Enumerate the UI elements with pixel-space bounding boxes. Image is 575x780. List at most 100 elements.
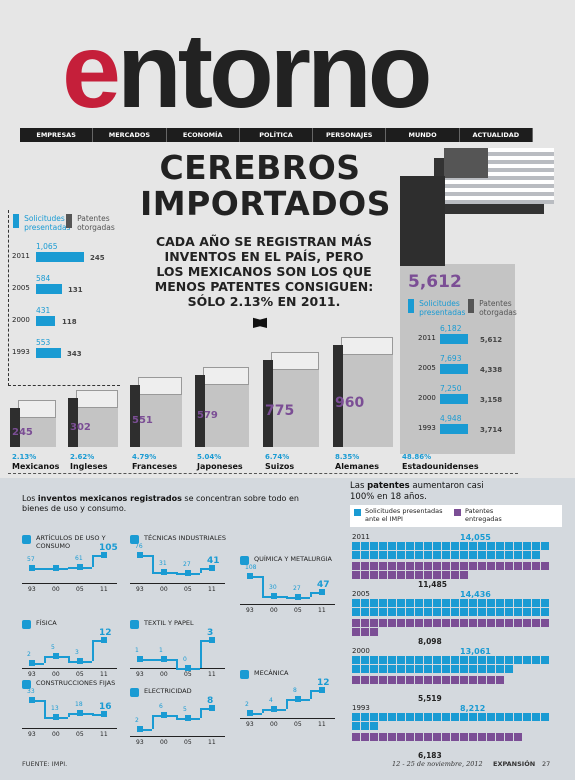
sector-title: ELECTRICIDAD xyxy=(144,687,192,695)
flag-icon xyxy=(341,337,393,355)
sector-title: TÉCNICAS INDUSTRIALES xyxy=(144,534,226,542)
granted-square xyxy=(406,619,414,627)
line-seg xyxy=(298,597,310,599)
line-seg xyxy=(80,567,92,569)
granted-square xyxy=(361,562,369,570)
axis-tick-label: 11 xyxy=(208,671,216,678)
line-seg xyxy=(176,659,178,668)
application-square xyxy=(514,551,522,559)
application-square xyxy=(496,551,504,559)
line-value-label: 12 xyxy=(99,628,112,638)
granted-square xyxy=(541,562,549,570)
application-square xyxy=(424,551,432,559)
granted-square xyxy=(469,733,477,741)
axis-tick-label: 00 xyxy=(160,586,168,593)
granted-square xyxy=(496,562,504,570)
applications-bar xyxy=(36,348,61,358)
application-square xyxy=(442,608,450,616)
line-seg xyxy=(274,596,286,598)
application-square xyxy=(406,599,414,607)
usa-legend-granted: Patentes otorgadas xyxy=(479,299,517,317)
application-square xyxy=(496,665,504,673)
sector-title: CONSTRUCCIONES FIJAS xyxy=(36,679,116,687)
line-value-label: 76 xyxy=(135,543,143,550)
granted-value: 343 xyxy=(67,350,82,358)
sector-icon xyxy=(22,535,31,544)
application-square xyxy=(388,608,396,616)
nav-item-0[interactable]: EMPRESAS xyxy=(20,128,94,142)
application-square xyxy=(505,608,513,616)
line-seg xyxy=(298,699,310,701)
axis-tick-label: 05 xyxy=(294,721,302,728)
nav-item-6[interactable]: ACTUALIDAD xyxy=(460,128,533,142)
line-value-label: 31 xyxy=(159,560,167,567)
line-seg xyxy=(68,713,80,715)
line-seg xyxy=(310,690,322,692)
application-square xyxy=(541,713,549,721)
granted-square xyxy=(415,619,423,627)
granted-square xyxy=(352,733,360,741)
nav-item-5[interactable]: MUNDO xyxy=(386,128,460,142)
line-seg xyxy=(200,640,202,668)
line-value-label: 33 xyxy=(27,688,35,695)
granted-square xyxy=(433,571,441,579)
axis-line xyxy=(240,718,335,719)
granted-square xyxy=(361,619,369,627)
usa-applications-value: 4,948 xyxy=(440,414,462,423)
axis-tick-label: 93 xyxy=(136,586,144,593)
granted-square xyxy=(415,571,423,579)
nav-item-2[interactable]: ECONOMÍA xyxy=(167,128,240,142)
application-square xyxy=(424,665,432,673)
application-square xyxy=(523,599,531,607)
country-percent: 2.62% xyxy=(70,453,95,461)
line-seg xyxy=(200,708,212,710)
application-square xyxy=(361,551,369,559)
axis-tick-label: 11 xyxy=(208,586,216,593)
line-point xyxy=(101,637,107,643)
granted-square xyxy=(370,733,378,741)
section-nav: EMPRESAS MERCADOS ECONOMÍA POLÍTICA PERSONAJ… xyxy=(20,128,533,142)
granted-square xyxy=(541,619,549,627)
nav-item-1[interactable]: MERCADOS xyxy=(93,128,167,142)
granted-square xyxy=(487,619,495,627)
line-seg xyxy=(250,576,262,578)
granted-square xyxy=(496,676,504,684)
nav-item-4[interactable]: PERSONAJES xyxy=(313,128,387,142)
country-name: Franceses xyxy=(132,462,178,471)
line-value-label: 27 xyxy=(183,561,191,568)
application-square xyxy=(523,713,531,721)
granted-square xyxy=(388,676,396,684)
bar-shade xyxy=(333,345,343,447)
granted-square xyxy=(460,571,468,579)
line-value-label: 1 xyxy=(135,647,139,654)
line-point xyxy=(209,705,215,711)
granted-square xyxy=(415,562,423,570)
granted-square xyxy=(433,562,441,570)
nav-item-3[interactable]: POLÍTICA xyxy=(240,128,314,142)
granted-square xyxy=(478,619,486,627)
application-square xyxy=(451,542,459,550)
applications-value: 1,065 xyxy=(36,242,58,251)
applications-bar xyxy=(36,316,55,326)
granted-square xyxy=(442,733,450,741)
patents-legend-granted: Patentes entregadas xyxy=(465,507,502,523)
axis-tick-label: 93 xyxy=(28,671,36,678)
sector-title: MECÁNICA xyxy=(254,669,289,677)
application-square xyxy=(496,608,504,616)
line-seg xyxy=(140,555,152,557)
application-square xyxy=(469,551,477,559)
application-square xyxy=(451,608,459,616)
granted-square xyxy=(424,571,432,579)
line-value-label: 2 xyxy=(27,651,31,658)
usa-row-year: 2005 xyxy=(418,364,436,372)
application-square xyxy=(361,713,369,721)
application-square xyxy=(505,551,513,559)
flag-icon xyxy=(203,367,249,385)
usa-granted-value: 3,714 xyxy=(480,426,503,434)
line-value-label: 41 xyxy=(207,556,220,566)
application-square xyxy=(514,656,522,664)
application-square xyxy=(505,713,513,721)
granted-square xyxy=(496,733,504,741)
application-square xyxy=(379,713,387,721)
line-seg xyxy=(176,668,188,670)
